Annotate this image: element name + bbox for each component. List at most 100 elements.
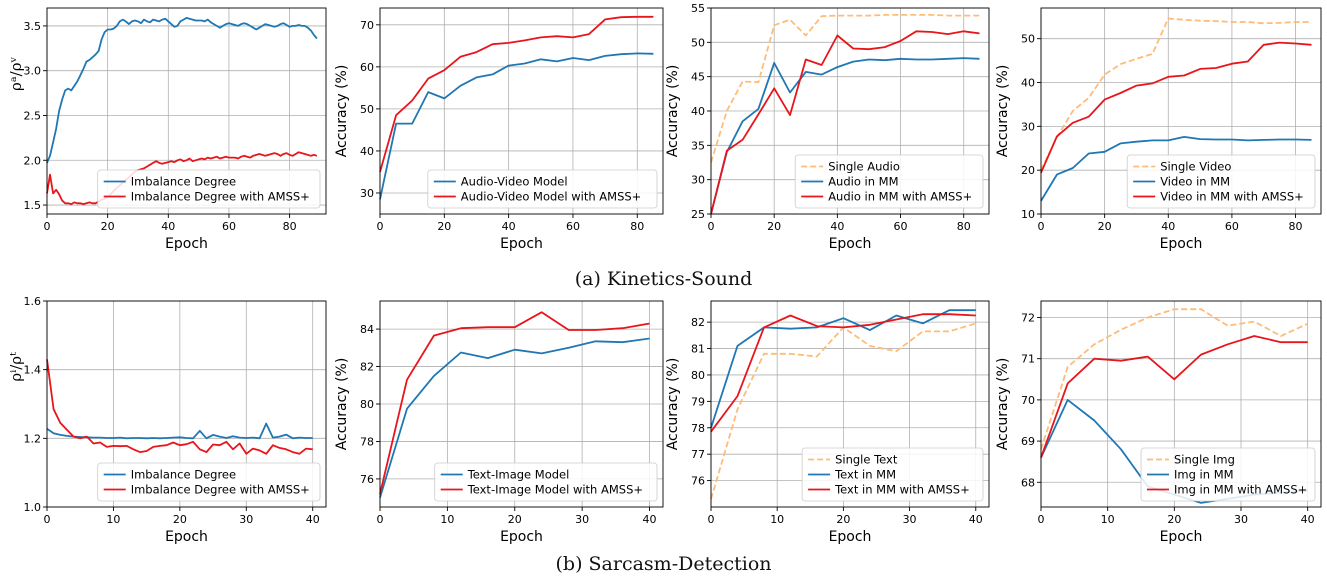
legend-entry: Video in MM with AMSS+ xyxy=(1160,190,1304,204)
legend-entry: Single Text xyxy=(835,453,898,467)
series-line-3 xyxy=(710,30,980,215)
y-tick-label: 70 xyxy=(1021,394,1035,407)
series-line-2 xyxy=(379,311,650,495)
y-tick-label: 80 xyxy=(691,369,705,382)
legend-entry: Text-Image Model xyxy=(467,468,570,482)
y-tick-label: 2.0 xyxy=(24,154,42,167)
legend-box xyxy=(97,462,321,502)
y-tick-label: 55 xyxy=(691,2,705,15)
legend-entry: Audio-Video Model xyxy=(461,175,568,189)
x-tick-label: 60 xyxy=(222,220,236,233)
series-line-1 xyxy=(379,52,654,200)
x-tick-label: 0 xyxy=(377,220,384,233)
y-tick-label: 1.5 xyxy=(24,199,42,212)
y-tick-label: 50 xyxy=(360,103,374,116)
x-tick-label: 80 xyxy=(283,220,297,233)
x-tick-label: 20 xyxy=(173,513,187,526)
x-axis-label: Epoch xyxy=(1160,236,1203,252)
chart-panel-7: 0 10 20 30 40 76 77 78 79 80 81 82 Epoch Accuracy (%)… xyxy=(665,300,990,545)
x-tick-label: 40 xyxy=(1301,513,1315,526)
x-tick-label: 60 xyxy=(566,220,580,233)
legend-box xyxy=(1140,447,1316,502)
x-tick-label: 0 xyxy=(377,513,384,526)
y-tick-label: 40 xyxy=(691,105,705,118)
plot-frame xyxy=(1040,7,1322,215)
y-tick-label: 3.0 xyxy=(24,65,42,78)
y-tick-label: 10 xyxy=(1021,208,1035,221)
chart-panel-4: 0 20 40 60 80 10 20 30 40 50 Epoch Accuracy (%) Sing… xyxy=(995,7,1322,252)
legend-box xyxy=(427,169,658,209)
x-tick-label: 30 xyxy=(1234,513,1248,526)
series-line-1 xyxy=(46,16,318,164)
legend-entry: Audio in MM xyxy=(828,175,898,189)
plot-frame xyxy=(46,300,327,508)
y-tick-label: 30 xyxy=(1021,120,1035,133)
legend-entry: Audio in MM with AMSS+ xyxy=(828,190,972,204)
x-tick-label: 10 xyxy=(770,513,784,526)
legend-box xyxy=(794,154,984,209)
series-line-2 xyxy=(1040,135,1312,202)
legend-box xyxy=(801,447,984,502)
y-tick-label: 1.2 xyxy=(24,432,42,445)
y-tick-label: 82 xyxy=(691,316,705,329)
legend-entry: Text-Image Model with AMSS+ xyxy=(467,483,643,497)
y-axis-label: ρⁱ/ρᵗ xyxy=(7,352,25,382)
legend-entry: Imbalance Degree with AMSS+ xyxy=(131,190,310,204)
x-tick-label: 40 xyxy=(969,513,983,526)
series-line-1 xyxy=(710,13,980,163)
y-tick-label: 1.0 xyxy=(24,501,42,514)
y-tick-label: 50 xyxy=(691,36,705,49)
chart-panel-6: 0 10 20 30 40 76 78 80 82 84 Epoch Accuracy (%) Text… xyxy=(334,300,664,545)
x-tick-label: 0 xyxy=(44,513,51,526)
x-tick-label: 20 xyxy=(836,513,850,526)
y-tick-label: 40 xyxy=(360,145,374,158)
x-tick-label: 10 xyxy=(1101,513,1115,526)
x-tick-label: 60 xyxy=(1225,220,1239,233)
x-tick-label: 40 xyxy=(161,220,175,233)
y-tick-label: 81 xyxy=(691,343,705,356)
series-line-2 xyxy=(46,151,318,206)
chart-panel-8: 0 10 20 30 40 68 69 70 71 72 Epoch Accuracy (%) Sing… xyxy=(995,300,1322,545)
x-axis-label: Epoch xyxy=(165,236,208,252)
x-axis-label: Epoch xyxy=(1160,529,1203,545)
series-line-2 xyxy=(710,309,976,429)
series-line-2 xyxy=(710,57,980,215)
y-tick-label: 25 xyxy=(691,208,705,221)
y-axis-label: Accuracy (%) xyxy=(995,65,1011,158)
x-axis-label: Epoch xyxy=(500,236,543,252)
y-axis-label: Accuracy (%) xyxy=(665,358,681,451)
y-tick-label: 71 xyxy=(1021,353,1035,366)
chart-panel-5: 0 10 20 30 40 1.0 1.2 1.4 1.6 Epoch ρⁱ/ρᵗ Imbalance… xyxy=(7,295,327,545)
y-tick-label: 82 xyxy=(360,361,374,374)
y-axis-label: Accuracy (%) xyxy=(995,358,1011,451)
x-tick-label: 40 xyxy=(502,220,516,233)
x-tick-label: 80 xyxy=(1289,220,1303,233)
legend-entry: Imbalance Degree with AMSS+ xyxy=(131,483,310,497)
x-tick-label: 0 xyxy=(1038,513,1045,526)
legend-box xyxy=(1126,154,1316,209)
caption-sarcasm-detection: (b) Sarcasm-Detection xyxy=(555,553,772,575)
y-tick-label: 35 xyxy=(691,139,705,152)
series-line-2 xyxy=(46,359,313,455)
x-axis-label: Epoch xyxy=(829,529,872,545)
series-line-3 xyxy=(1040,335,1308,458)
y-tick-label: 45 xyxy=(691,71,705,84)
x-tick-label: 20 xyxy=(437,220,451,233)
x-tick-label: 20 xyxy=(508,513,522,526)
chart-panel-2: 0 20 40 60 80 30 40 50 60 70 Epoch Accuracy (%) Audi… xyxy=(334,7,664,252)
y-tick-label: 2.5 xyxy=(24,109,42,122)
x-tick-label: 40 xyxy=(643,513,657,526)
x-tick-label: 20 xyxy=(101,220,115,233)
series-line-1 xyxy=(1040,308,1309,450)
series-line-1 xyxy=(1040,17,1312,171)
x-tick-label: 30 xyxy=(575,513,589,526)
legend-entry: Imbalance Degree xyxy=(131,468,236,482)
y-tick-label: 69 xyxy=(1021,435,1035,448)
